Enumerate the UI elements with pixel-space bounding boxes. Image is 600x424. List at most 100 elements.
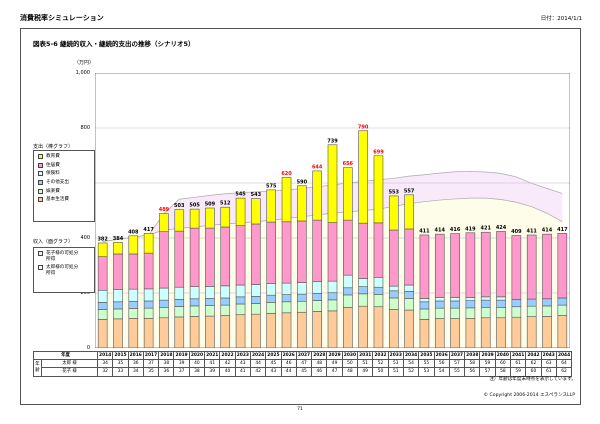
bar-total-label: 509	[205, 202, 216, 208]
bar-total-label: 489	[159, 207, 170, 213]
bar-segment-その他支出	[189, 298, 200, 307]
year-cell: 2016	[127, 350, 144, 361]
bar-segment-基本生活費	[373, 306, 384, 348]
bar-segment-住居費	[281, 221, 292, 284]
bar-segment-教育費	[97, 242, 108, 257]
bar-segment-住居費	[205, 227, 215, 287]
bar-segment-娯楽費	[465, 307, 476, 319]
bar-segment-その他支出	[511, 299, 522, 308]
bar-segment-その他支出	[526, 298, 537, 307]
bar-segment-その他支出	[281, 294, 292, 303]
bar-segment-住居費	[251, 223, 261, 285]
age-cell: 50	[341, 359, 359, 369]
age-cell: 56	[464, 367, 481, 377]
bar-segment-保険料	[128, 288, 139, 302]
bar-segment-教育費	[266, 189, 277, 223]
legend-item: 保険料	[38, 171, 94, 177]
bar-segment-娯楽費	[542, 305, 552, 317]
bar-segment-住居費	[312, 219, 322, 283]
bar-segment-基本生活費	[327, 310, 338, 348]
bar-segment-娯楽費	[388, 297, 399, 310]
bar-segment-教育費	[143, 233, 154, 254]
bar-segment-娯楽費	[251, 303, 261, 315]
bar-segment-娯楽費	[343, 294, 353, 308]
age-cell: 44	[249, 359, 267, 369]
bar-segment-娯楽費	[235, 303, 246, 316]
bar-segment-基本生活費	[343, 307, 353, 348]
bar-segment-住居費	[143, 252, 154, 290]
bar-total-label: 790	[358, 124, 369, 130]
legend-swatch-icon	[38, 179, 43, 185]
bar-segment-住居費	[358, 222, 368, 279]
bar-segment-基本生活費	[526, 316, 537, 348]
bar-total-label: 382	[97, 236, 108, 242]
age-cell: 59	[479, 359, 496, 369]
bar-total-label: 411	[526, 228, 537, 234]
bar-segment-その他支出	[480, 299, 491, 308]
bar-segment-娯楽費	[480, 307, 491, 319]
age-cell: 46	[280, 359, 297, 369]
age-cell: 52	[402, 367, 420, 377]
bar-segment-保険料	[419, 298, 430, 303]
bar-segment-基本生活費	[251, 313, 261, 348]
bar-segment-その他支出	[266, 294, 277, 303]
year-cell: 2042	[525, 350, 542, 361]
year-cell: 2033	[387, 350, 404, 361]
age-cell: 49	[326, 359, 343, 369]
legend-label: 保険料	[46, 171, 60, 177]
age-cell: 63	[540, 359, 557, 369]
bar-total-label: 417	[143, 227, 154, 233]
figure-frame	[20, 28, 581, 405]
bar-segment-娯楽費	[496, 307, 506, 319]
age-cell: 40	[188, 359, 206, 369]
bar-total-label: 417	[557, 227, 568, 233]
app-title: 消費税率シミュレーション	[20, 14, 104, 22]
bar-segment-その他支出	[373, 286, 384, 295]
chart-plot: 382 384 408 417 489 503 505 509 512 545 543 575 620 5…	[95, 73, 570, 348]
year-cell: 2032	[372, 350, 389, 361]
bar-segment-保険料	[235, 284, 246, 298]
year-cell: 2026	[280, 350, 297, 361]
legend-swatch-icon	[38, 188, 43, 194]
bar-segment-その他支出	[205, 298, 215, 306]
legend-item: その他支出	[38, 179, 94, 185]
bar-segment-保険料	[189, 286, 200, 300]
bar-segment-その他支出	[542, 298, 552, 307]
age-cell: 59	[510, 367, 527, 377]
bar-segment-娯楽費	[143, 307, 154, 319]
bar-segment-住居費	[404, 228, 414, 286]
bar-segment-その他支出	[404, 291, 414, 299]
bar-segment-保険料	[205, 286, 215, 299]
bar-total-label: 620	[281, 171, 292, 177]
age-header: 年齢	[33, 359, 42, 377]
age-cell: 51	[357, 359, 374, 369]
bar-segment-娯楽費	[450, 307, 460, 319]
bar-segment-その他支出	[419, 301, 430, 310]
year-cell: 2019	[173, 350, 190, 361]
bar-segment-その他支出	[143, 300, 154, 309]
year-cell: 2038	[464, 350, 481, 361]
bar-segment-基本生活費	[174, 316, 185, 348]
year-cell: 2027	[295, 350, 313, 361]
year-cell: 2024	[249, 350, 267, 361]
bar-segment-娯楽費	[220, 304, 231, 316]
bar-total-label: 553	[389, 189, 400, 195]
bar-segment-住居費	[113, 253, 123, 290]
bar-total-label: 416	[450, 227, 461, 233]
bar-segment-娯楽費	[189, 305, 200, 317]
bar-segment-教育費	[388, 195, 399, 231]
bar-segment-娯楽費	[174, 306, 185, 318]
year-cell: 2030	[341, 350, 359, 361]
table-note: 注）年齢は年度末時点を表示しています。	[489, 377, 576, 382]
bar-total-label: 575	[266, 183, 277, 189]
legend-item: 娯楽費	[38, 188, 94, 194]
age-cell: 60	[525, 367, 542, 377]
year-cell: 2043	[540, 350, 557, 361]
bar-segment-保険料	[373, 277, 384, 288]
legend-swatch-icon	[38, 265, 43, 271]
age-cell: 60	[494, 359, 512, 369]
year-header: 年度	[33, 350, 98, 361]
year-cell: 2025	[265, 350, 282, 361]
bar-total-label: 545	[235, 192, 246, 198]
year-cell: 2040	[494, 350, 512, 361]
